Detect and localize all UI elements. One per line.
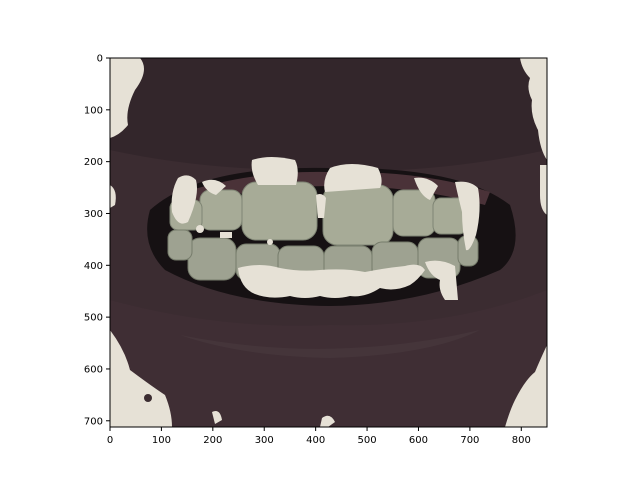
upper-teeth bbox=[169, 181, 468, 246]
y-tick-label: 600 bbox=[84, 364, 103, 375]
y-tick-label: 500 bbox=[84, 313, 103, 324]
y-tick-label: 0 bbox=[97, 54, 103, 65]
y-axis: 0 100 200 300 400 500 600 700 bbox=[84, 54, 110, 427]
y-tick-label: 200 bbox=[84, 157, 103, 168]
x-tick-label: 400 bbox=[306, 435, 325, 446]
x-tick-label: 0 bbox=[107, 435, 113, 446]
y-tick-label: 300 bbox=[84, 209, 103, 220]
mask-overlay bbox=[110, 58, 547, 427]
upper-gum bbox=[175, 171, 490, 208]
x-tick-label: 200 bbox=[203, 435, 222, 446]
x-tick-label: 500 bbox=[358, 435, 377, 446]
x-tick-label: 800 bbox=[512, 435, 531, 446]
y-tick-label: 400 bbox=[84, 261, 103, 272]
x-tick-label: 700 bbox=[460, 435, 479, 446]
x-tick-label: 300 bbox=[255, 435, 274, 446]
y-tick-label: 700 bbox=[84, 416, 103, 427]
plot-frame bbox=[109, 57, 548, 428]
y-tick-label: 100 bbox=[84, 105, 103, 116]
x-tick-label: 100 bbox=[152, 435, 171, 446]
mouth-photo bbox=[110, 58, 547, 427]
upper-lip bbox=[110, 58, 547, 171]
x-tick-label: 600 bbox=[409, 435, 428, 446]
x-axis: 0 100 200 300 400 500 600 700 800 bbox=[107, 427, 531, 446]
lip-highlight bbox=[180, 330, 480, 358]
lower-lip bbox=[110, 290, 547, 427]
